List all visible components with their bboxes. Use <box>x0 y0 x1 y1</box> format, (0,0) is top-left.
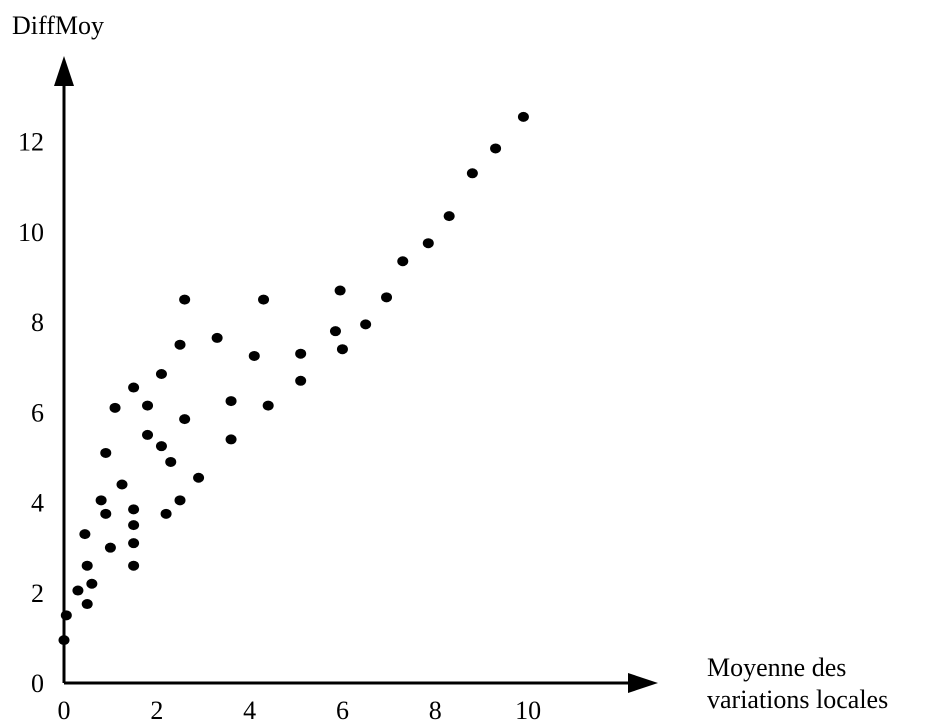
data-point <box>179 294 191 305</box>
data-points <box>58 111 529 646</box>
data-point <box>100 508 112 519</box>
data-point <box>128 560 140 571</box>
data-point <box>142 400 154 411</box>
data-point <box>225 434 237 445</box>
data-point <box>116 479 128 490</box>
data-point <box>86 578 98 589</box>
data-point <box>100 447 112 458</box>
data-point <box>397 256 409 267</box>
x-axis-arrowhead <box>628 673 658 693</box>
data-point <box>81 599 93 610</box>
data-point <box>79 529 91 540</box>
data-point <box>174 339 186 350</box>
data-point <box>60 610 72 621</box>
axes <box>54 56 658 693</box>
data-point <box>295 348 307 359</box>
data-point <box>211 332 223 343</box>
data-point <box>155 441 167 452</box>
data-point <box>155 369 167 380</box>
x-tick-label: 6 <box>336 696 349 724</box>
data-point <box>490 143 502 154</box>
x-axis-title-line-1: Moyenne des <box>707 653 846 682</box>
data-point <box>128 520 140 531</box>
data-point <box>174 495 186 506</box>
data-point <box>262 400 274 411</box>
data-point <box>517 111 529 122</box>
data-point <box>258 294 270 305</box>
x-tick-label: 2 <box>150 696 163 724</box>
data-point <box>334 285 346 296</box>
data-point <box>142 429 154 440</box>
y-axis-title: DiffMoy <box>12 11 104 40</box>
x-axis-title: Moyenne des variations locales <box>707 653 888 714</box>
x-tick-label: 4 <box>243 696 256 724</box>
y-axis-arrowhead <box>54 56 74 86</box>
data-point <box>81 560 93 571</box>
data-point <box>381 292 393 303</box>
data-point <box>248 350 260 361</box>
data-point <box>179 414 191 425</box>
y-tick-label: 4 <box>31 489 44 518</box>
data-point <box>329 326 341 337</box>
data-point <box>165 456 177 467</box>
data-point <box>443 211 455 222</box>
y-tick-label: 6 <box>31 398 44 427</box>
y-tick-label: 8 <box>31 308 44 337</box>
data-point <box>128 504 140 515</box>
y-tick-label: 0 <box>31 669 44 698</box>
data-point <box>295 375 307 386</box>
data-point <box>336 344 348 355</box>
x-tick-label: 8 <box>429 696 442 724</box>
y-tick-label: 2 <box>31 579 44 608</box>
data-point <box>95 495 107 506</box>
y-tick-label: 12 <box>18 128 44 157</box>
x-tick-labels: 0 2 4 6 8 10 <box>58 696 542 724</box>
data-point <box>128 382 140 393</box>
data-point <box>160 508 172 519</box>
data-point <box>104 542 116 553</box>
x-axis-title-line-2: variations locales <box>707 685 888 714</box>
data-point <box>466 168 478 179</box>
y-tick-label: 10 <box>18 218 44 247</box>
data-point <box>360 319 372 330</box>
data-point <box>422 238 434 249</box>
y-tick-labels: 0 2 4 6 8 10 12 <box>18 128 44 698</box>
data-point <box>109 402 121 413</box>
data-point <box>72 585 84 596</box>
data-point <box>225 396 237 407</box>
x-tick-label: 0 <box>58 696 71 724</box>
x-tick-label: 10 <box>515 696 541 724</box>
data-point <box>128 538 140 549</box>
data-point <box>58 635 70 646</box>
data-point <box>193 472 205 483</box>
